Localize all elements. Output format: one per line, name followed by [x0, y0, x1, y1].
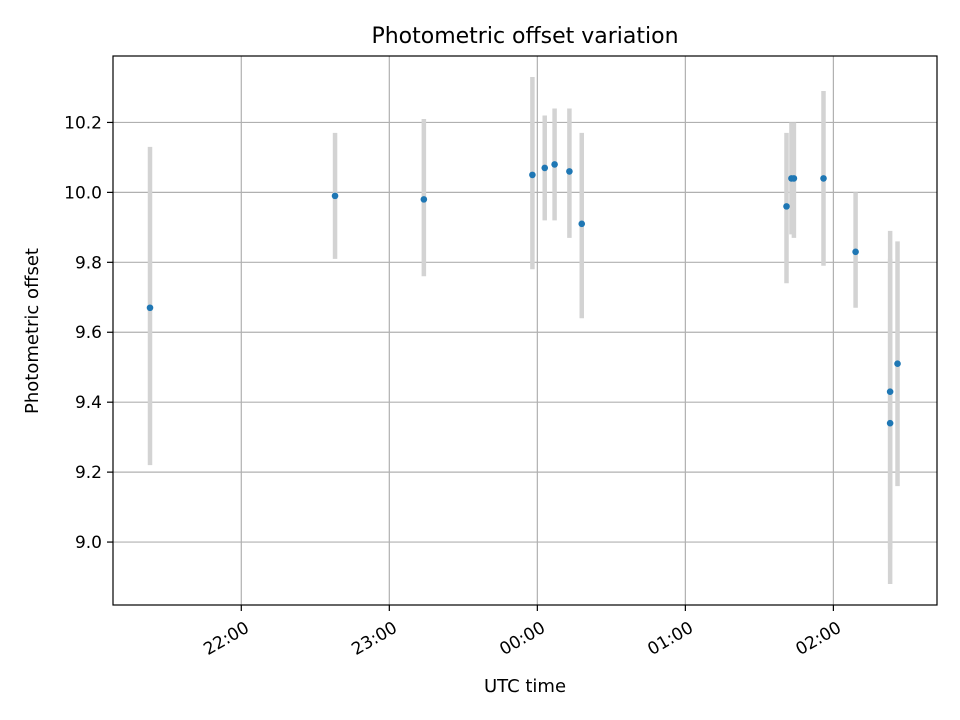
data-point — [541, 164, 549, 172]
chart-title: Photometric offset variation — [371, 24, 678, 49]
data-point — [529, 171, 536, 179]
data-points — [146, 161, 901, 427]
data-point — [852, 248, 859, 256]
data-point — [566, 168, 573, 175]
y-tick-label: 9.6 — [75, 323, 102, 343]
y-tick-label: 9.4 — [75, 393, 102, 413]
data-point — [886, 388, 894, 395]
data-point — [420, 196, 428, 203]
data-point — [578, 220, 586, 228]
y-tick-label: 10.0 — [64, 183, 102, 203]
data-point — [331, 192, 339, 200]
data-point — [790, 175, 798, 182]
x-axis-label: UTC time — [484, 676, 566, 697]
plot-frame — [112, 55, 938, 606]
data-point — [886, 419, 894, 427]
y-tick-label: 9.0 — [75, 533, 102, 553]
data-point — [783, 203, 790, 210]
y-axis-label: Photometric offset — [22, 248, 43, 414]
data-point — [146, 304, 154, 312]
grid — [113, 56, 937, 605]
data-point — [894, 360, 901, 368]
y-tick-label: 9.8 — [75, 253, 102, 273]
data-point — [551, 161, 558, 168]
y-tick-label: 10.2 — [64, 113, 102, 133]
y-tick-label: 9.2 — [75, 463, 102, 483]
data-point — [820, 175, 827, 182]
y-axis-ticks: 9.0 9.2 9.4 9.6 9.8 10.0 10.2 — [64, 113, 113, 553]
